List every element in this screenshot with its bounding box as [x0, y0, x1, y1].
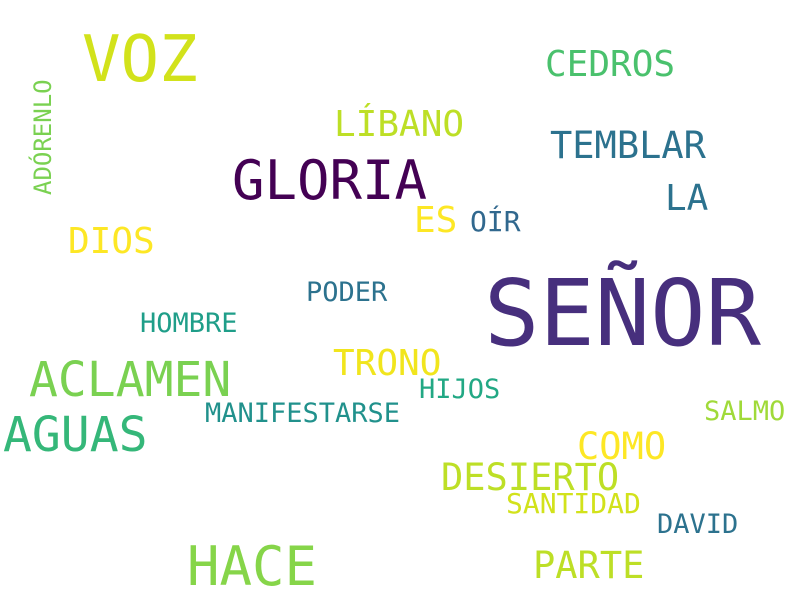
word-hijos: HIJOS	[419, 374, 501, 405]
word-cedros: CEDROS	[545, 44, 676, 85]
word-santidad: SANTIDAD	[506, 487, 641, 520]
word-es: ES	[414, 200, 458, 241]
word-como: COMO	[577, 425, 667, 468]
word-poder: PODER	[306, 277, 388, 308]
word-desierto: DESIERTO	[441, 456, 620, 499]
word-hace: HACE	[187, 535, 318, 598]
word-hombre: HOMBRE	[140, 308, 238, 339]
word-manifestarse: MANIFESTARSE	[205, 398, 401, 429]
word-adorenlo: ADÓRENLO	[29, 79, 57, 195]
word-aclamen: ACLAMEN	[29, 352, 232, 408]
word-senor: SEÑOR	[484, 260, 761, 367]
word-gloria: GLORIA	[232, 149, 428, 212]
word-aguas: AGUAS	[3, 407, 148, 463]
word-temblar: TEMBLAR	[550, 124, 706, 167]
word-trono: TRONO	[333, 343, 442, 384]
word-salmo: SALMO	[704, 396, 786, 427]
word-oir: OÍR	[470, 205, 521, 238]
word-voz: VOZ	[82, 23, 198, 97]
word-david: DAVID	[657, 509, 739, 540]
word-la: LA	[665, 178, 709, 219]
word-libano: LÍBANO	[334, 104, 465, 145]
word-dios: DIOS	[68, 221, 155, 262]
word-parte: PARTE	[533, 544, 645, 587]
